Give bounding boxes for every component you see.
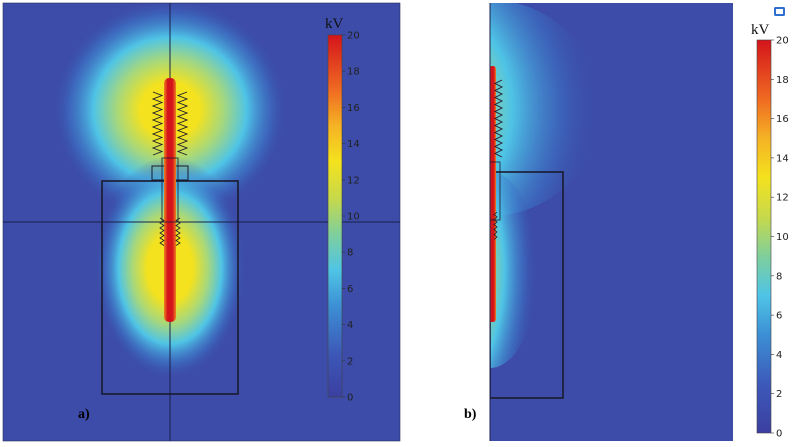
colorbar-a-tick-label: 18: [347, 67, 360, 78]
colorbar-a-unit: kV: [325, 16, 344, 32]
panel-b-label: b): [464, 407, 477, 422]
panel-b: [490, 3, 733, 441]
colorbar-a-tick-label: 6: [347, 284, 353, 295]
panel-b-bushing-stem: [490, 161, 501, 221]
colorbar-b-tick-label: 4: [776, 350, 782, 361]
colorbar-a-tick-label: 16: [347, 103, 360, 114]
colorbar-b-tick-label: 8: [776, 271, 782, 282]
panel-a-label: a): [78, 407, 90, 422]
panel-a-bushing-stem: [161, 157, 179, 223]
panel-a-lower-insulator-sheds: [159, 217, 181, 246]
colorbar-b-tick-label: 18: [776, 75, 789, 86]
panel-b-upper-field: [490, 3, 600, 216]
colorbar-b-tick-label: 20: [776, 36, 789, 47]
colorbar-a-tick-label: 0: [347, 393, 353, 404]
colorbar-a-tick-label: 10: [347, 212, 360, 223]
panel-a-upper-insulator-sheds: [151, 91, 189, 156]
colorbar-b-tick-label: 12: [776, 193, 789, 204]
colorbar-b-tick-label: 14: [776, 153, 789, 164]
panel-a-conductor: [164, 78, 176, 322]
panel-a-frame: [2, 2, 401, 442]
colorbar-a-tick-label: 14: [347, 139, 360, 150]
colorbar-a-gradient: [327, 34, 343, 398]
colorbar-b-tick-label: 10: [776, 232, 789, 243]
colorbar-a-tick-label: 2: [347, 356, 353, 367]
panel-b-tank-outline: [490, 171, 564, 399]
colorbar-a-tick-label: 12: [347, 175, 360, 186]
colorbar-b-tick-label: 0: [776, 429, 782, 440]
colorbar-b-gradient: [756, 39, 772, 434]
colorbar-b-tick-label: 6: [776, 311, 782, 322]
window-icon[interactable]: [774, 7, 785, 16]
panel-b-lower-insulator-sheds: [493, 211, 498, 240]
colorbar-a-tick-label: 4: [347, 320, 353, 331]
colorbar-a-tick-label: 20: [347, 31, 360, 42]
colorbar-b-tick-label: 2: [776, 389, 782, 400]
colorbar-a-tick-label: 8: [347, 248, 353, 259]
panel-b-conductor: [490, 66, 496, 322]
panel-b-upper-insulator-sheds: [493, 79, 504, 158]
panel-b-lower-field: [490, 172, 538, 368]
colorbar-b-tick-label: 16: [776, 114, 789, 125]
colorbar-b-unit: kV: [751, 22, 770, 38]
